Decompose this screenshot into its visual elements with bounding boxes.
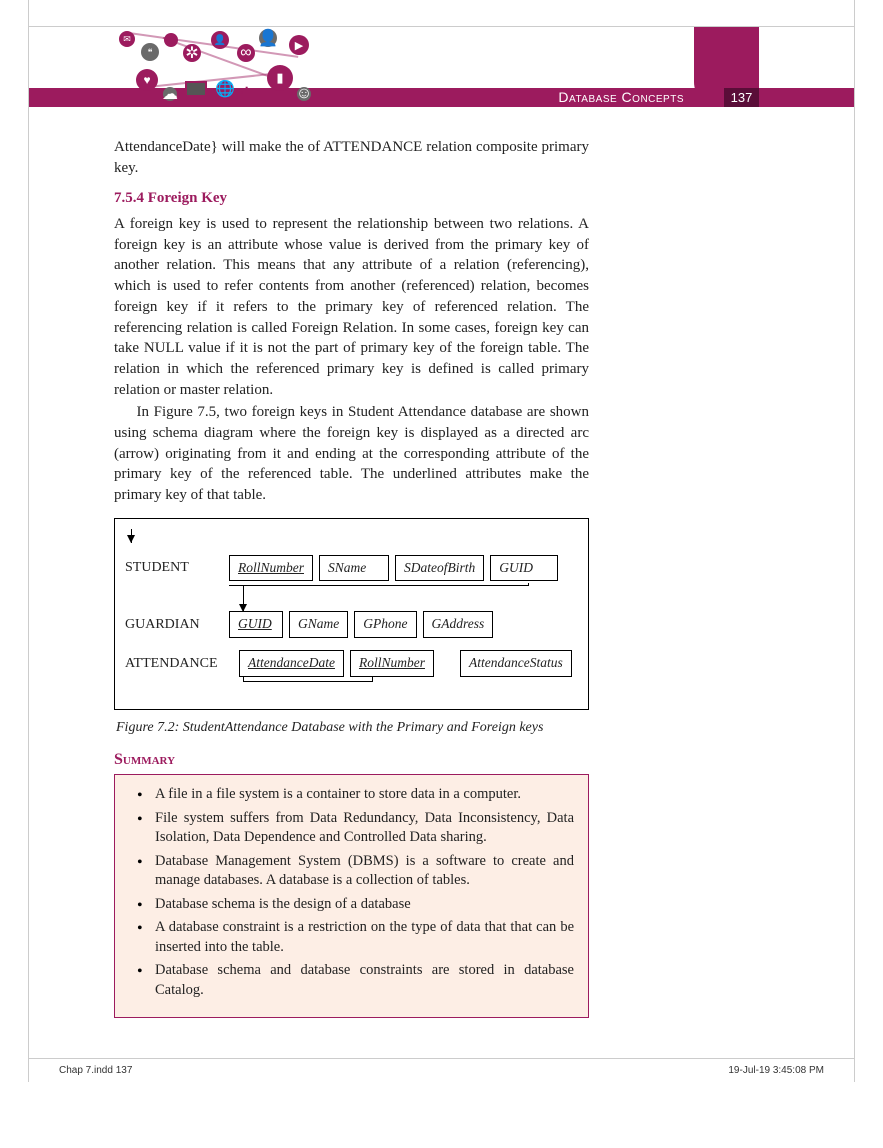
arrow-segment — [229, 585, 529, 586]
attr-box: SDateofBirth — [395, 555, 484, 582]
list-item: Database schema is the design of a datab… — [137, 895, 574, 915]
quote-icon: ❝ — [141, 43, 159, 61]
page-header: 137 Database Concepts ✉ ❝ ✲ 👤 ∞ 👤 ▶ ♥ ☁ … — [29, 27, 854, 107]
summary-list: A file in a file system is a container t… — [129, 785, 574, 1001]
laptop-icon — [185, 81, 207, 97]
sprocket-icon: ✲ — [183, 44, 201, 62]
attr-box: RollNumber — [229, 555, 313, 582]
schema-name: STUDENT — [125, 558, 223, 577]
footer-right: 19-Jul-19 3:45:08 PM — [728, 1065, 824, 1076]
intro-fragment: AttendanceDate} will make the of ATTENDA… — [114, 137, 589, 178]
summary-box: A file in a file system is a container t… — [114, 774, 589, 1018]
paragraph: In Figure 7.5, two foreign keys in Stude… — [114, 402, 589, 505]
content-area: AttendanceDate} will make the of ATTENDA… — [29, 107, 854, 1058]
dot-icon — [164, 33, 178, 47]
schema-diagram: STUDENT RollNumber SName SDateofBirth GU… — [114, 518, 589, 710]
schema-row-guardian: GUARDIAN GUID GName GPhone GAddress — [125, 611, 578, 638]
section-heading: 7.5.4 Foreign Key — [114, 188, 589, 209]
attr-box: GUID — [229, 611, 283, 638]
rss-icon: ⋰ — [235, 85, 249, 102]
schema-row-student: STUDENT RollNumber SName SDateofBirth GU… — [125, 555, 578, 582]
user-icon: 👤 — [259, 29, 277, 47]
page-number: 137 — [731, 90, 753, 105]
attr-box: RollNumber — [350, 650, 434, 677]
attr-box: GAddress — [423, 611, 494, 638]
schema-row-attendance: ATTENDANCE AttendanceDate RollNumber Att… — [125, 650, 578, 677]
arrow-segment — [528, 583, 529, 586]
cloud-icon: ☁ — [163, 87, 177, 101]
link-icon: ∞ — [237, 44, 255, 62]
attr-box: AttendanceDate — [239, 650, 344, 677]
arrow-segment — [243, 677, 244, 682]
header-graphic: ✉ ❝ ✲ 👤 ∞ 👤 ▶ ♥ ☁ 🌐 ⋰ ▮ ☺ — [119, 29, 319, 107]
arrow-segment — [372, 677, 373, 682]
attr-box: SName — [319, 555, 389, 582]
page-container: 137 Database Concepts ✉ ❝ ✲ 👤 ∞ 👤 ▶ ♥ ☁ … — [28, 0, 855, 1082]
list-item: A file in a file system is a container t… — [137, 785, 574, 805]
page-number-tab: 137 — [724, 88, 759, 107]
attr-box: GPhone — [354, 611, 416, 638]
attr-box: GName — [289, 611, 348, 638]
list-item: A database constraint is a restriction o… — [137, 918, 574, 957]
top-edge — [29, 0, 854, 27]
figure-caption: Figure 7.2: StudentAttendance Database w… — [116, 718, 589, 737]
list-item: Database schema and database constraints… — [137, 961, 574, 1000]
user-icon: 👤 — [211, 31, 229, 49]
schema-name: GUARDIAN — [125, 615, 223, 634]
list-item: Database Management System (DBMS) is a s… — [137, 852, 574, 891]
schema-name: ATTENDANCE — [125, 654, 233, 673]
page-footer: Chap 7.indd 137 19-Jul-19 3:45:08 PM — [29, 1058, 854, 1082]
globe-icon: 🌐 — [217, 81, 233, 97]
summary-heading: Summary — [114, 749, 589, 771]
play-icon: ▶ — [289, 35, 309, 55]
mail-icon: ✉ — [119, 31, 135, 47]
list-item: File system suffers from Data Redundancy… — [137, 809, 574, 848]
phone-icon: ▮ — [267, 65, 293, 91]
attr-box: AttendanceStatus — [460, 650, 572, 677]
arrow-segment — [243, 681, 373, 682]
arrow-head-icon — [127, 535, 135, 543]
paragraph: A foreign key is used to represent the r… — [114, 214, 589, 400]
header-title: Database Concepts — [558, 89, 684, 105]
footer-left: Chap 7.indd 137 — [59, 1065, 132, 1076]
heart-icon: ♥ — [136, 69, 158, 91]
attr-box: GUID — [490, 555, 558, 582]
smile-icon: ☺ — [297, 87, 311, 101]
